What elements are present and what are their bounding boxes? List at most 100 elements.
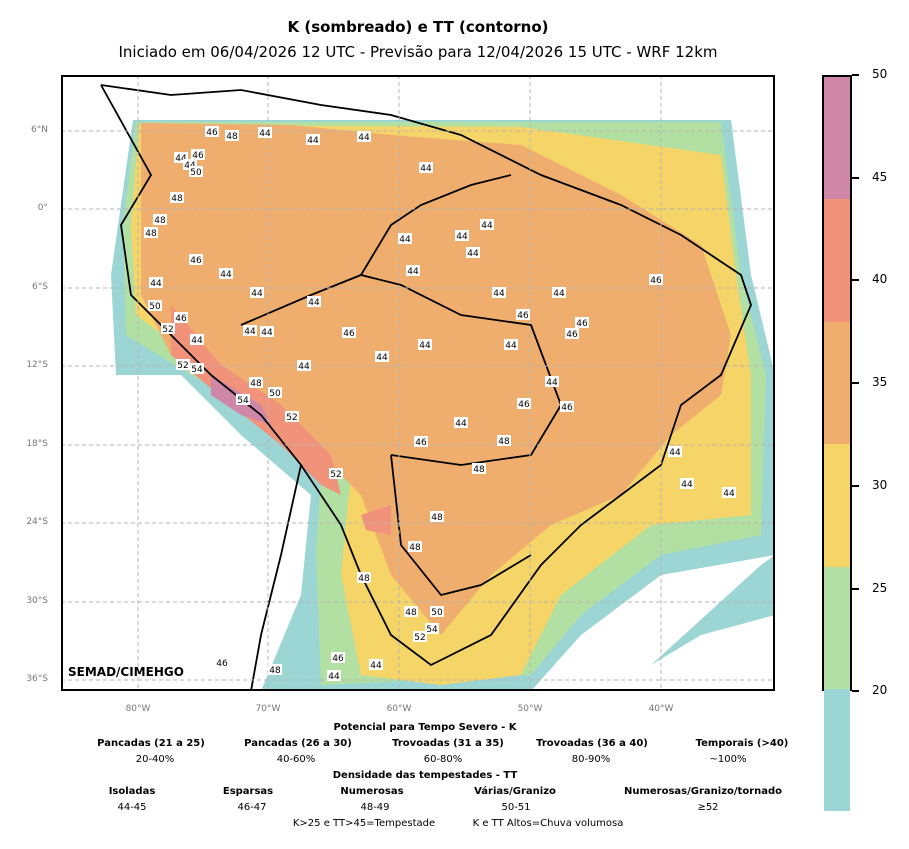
tt-contour-label: 48 xyxy=(145,229,157,239)
figure-subtitle: Iniciado em 06/04/2026 12 UTC - Previsão… xyxy=(118,43,718,61)
tt-contour-label: 44 xyxy=(150,279,162,289)
tt-contour-label: 44 xyxy=(407,267,419,277)
tt-class-name: Várias/Granizo xyxy=(474,786,556,797)
k-colorbar xyxy=(822,75,852,812)
tt-contour-label: 48 xyxy=(409,543,421,553)
tt-class-name: Numerosas/Granizo/tornado xyxy=(623,786,783,797)
k-class-pct: 60-80% xyxy=(423,754,463,765)
tt-contour-label: 48 xyxy=(171,194,183,204)
lat-label: 24°S xyxy=(26,517,48,527)
lon-label: 70°W xyxy=(255,704,281,714)
colorbar-tick-label: 30 xyxy=(872,477,888,492)
contour-label-bg xyxy=(268,387,282,398)
colorbar-segment xyxy=(824,566,850,689)
tt-contour-label: 44 xyxy=(298,362,310,372)
contour-label-bg xyxy=(331,652,345,663)
colorbar-tick-label: 40 xyxy=(872,272,888,287)
contour-label-bg xyxy=(398,233,412,244)
colorbar-tick-label: 45 xyxy=(872,169,888,184)
k-class-name: Trovoadas (31 a 35) xyxy=(392,738,504,749)
contour-label-bg xyxy=(153,214,167,225)
contour-label-bg xyxy=(668,446,682,457)
contour-label-bg xyxy=(149,277,163,288)
lon-label: 40°W xyxy=(648,704,674,714)
tt-contour-label: 44 xyxy=(220,270,232,280)
colorbar-tick xyxy=(852,484,859,487)
contour-label-bg xyxy=(189,166,203,177)
tt-contour-label: 44 xyxy=(175,154,187,164)
colorbar-tick xyxy=(852,382,859,385)
contour-label-bg xyxy=(144,227,158,238)
tt-contour-label: 44 xyxy=(481,221,493,231)
tt-contour-label: 48 xyxy=(358,574,370,584)
k-class-pct: 40-60% xyxy=(276,754,316,765)
tt-contour-label: 44 xyxy=(308,298,320,308)
colorbar-segment xyxy=(824,688,850,812)
contour-label-bg xyxy=(408,541,422,552)
tt-contour-label: 44 xyxy=(399,235,411,245)
k-class-pct: 80-90% xyxy=(571,754,611,765)
k-class-name: Pancadas (26 a 30) xyxy=(244,738,352,749)
tt-contour-label: 52 xyxy=(286,413,297,423)
tt-contour-label: 46 xyxy=(415,438,427,448)
map-panel: 46 48 44 44 44 46 50 48 44 44 48 48 44 44 46 44 44 44 44 44… xyxy=(61,75,775,691)
contour-label-bg xyxy=(369,659,383,670)
tt-contour-label: 46 xyxy=(343,329,355,339)
tt-contour-label: 52 xyxy=(177,361,188,371)
lat-label: 18°S xyxy=(26,439,48,449)
tt-contour-label: 46 xyxy=(206,128,218,138)
contour-label-bg xyxy=(357,131,371,142)
contour-label-bg xyxy=(575,317,589,328)
tt-contour-label: 46 xyxy=(576,319,588,329)
tt-class-name: Esparsas xyxy=(222,786,274,797)
contour-label-bg xyxy=(455,230,469,241)
graticule xyxy=(61,75,775,691)
tt-contour-label: 48 xyxy=(269,666,281,676)
contour-label-bg xyxy=(258,127,272,138)
contour-label-bg xyxy=(306,134,320,145)
contour-label-bg xyxy=(327,670,341,681)
colorbar-tick xyxy=(852,587,859,590)
contour-label-bg xyxy=(516,309,530,320)
contour-label-bg xyxy=(413,631,427,642)
lon-label: 80°W xyxy=(125,704,151,714)
colorbar-segment xyxy=(824,199,850,322)
lat-label: 6°S xyxy=(32,282,48,292)
tt-contour-label: 48 xyxy=(405,608,417,618)
contour-label-bg xyxy=(430,511,444,522)
contour-label-bg xyxy=(430,606,444,617)
colorbar-tick-label: 20 xyxy=(872,683,888,698)
contour-label-bg xyxy=(680,478,694,489)
tt-contour-label: 44 xyxy=(419,341,431,351)
k-class-name: Pancadas (21 a 25) xyxy=(97,738,205,749)
contour-label-bg xyxy=(329,468,343,479)
contour-label-bg xyxy=(250,287,264,298)
k-class-name: Temporais (>40) xyxy=(695,738,789,749)
legend-note: K e TT Altos=Chuva volumosa xyxy=(472,818,624,829)
contour-label-bg xyxy=(191,149,205,160)
tt-contour-label: 44 xyxy=(669,448,681,458)
colorbar-tick xyxy=(852,279,859,282)
contour-label-bg xyxy=(260,326,274,337)
contour-label-bg xyxy=(285,411,299,422)
contour-label-bg xyxy=(466,247,480,258)
colorbar-tick-label: 50 xyxy=(872,67,888,81)
colorbar-tick-label: 25 xyxy=(872,580,888,595)
contour-label-bg xyxy=(375,351,389,362)
tt-legend-title: Densidade das tempestades - TT xyxy=(332,770,518,781)
contour-label-bg xyxy=(560,401,574,412)
contour-label-bg xyxy=(176,359,190,370)
tt-contour-label: 50 xyxy=(190,168,202,178)
tt-contour-label: 44 xyxy=(546,378,558,388)
tt-contour-label: 44 xyxy=(455,419,467,429)
tt-contour-label: 46 xyxy=(190,256,202,266)
tt-contour-label: 44 xyxy=(681,480,693,490)
contour-label-bg xyxy=(161,323,175,334)
tt-class-range: 44-45 xyxy=(117,802,147,813)
k-index-shading xyxy=(111,120,775,691)
contour-label-bg xyxy=(425,623,439,634)
colorbar-segment xyxy=(824,444,850,567)
tt-contour-label: 48 xyxy=(498,437,510,447)
contour-label-bg xyxy=(249,377,263,388)
